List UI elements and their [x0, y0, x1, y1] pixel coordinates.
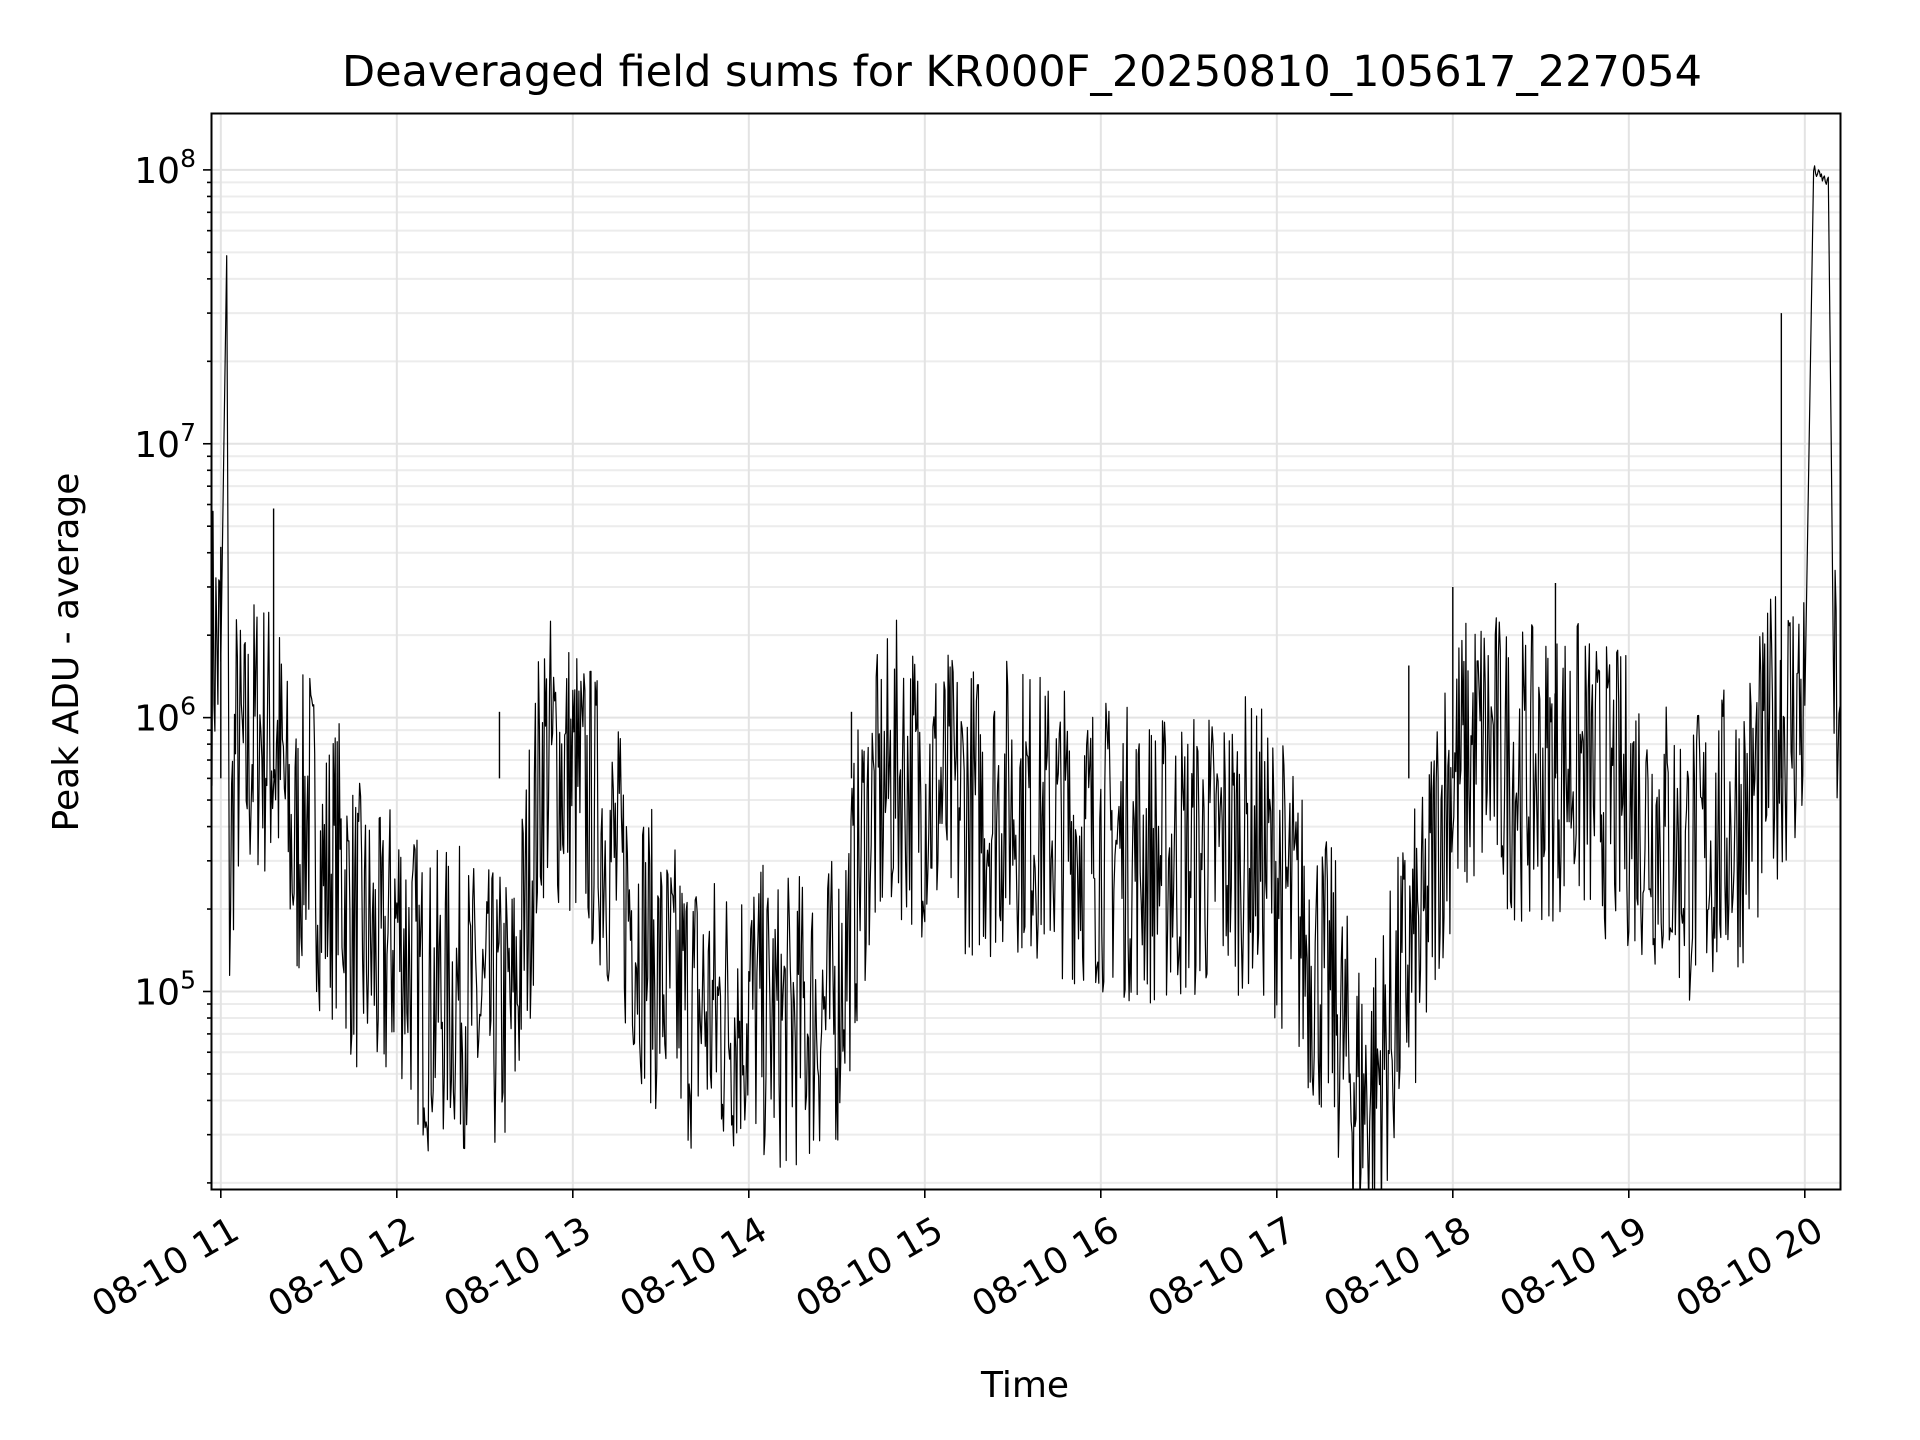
- x-axis-label: Time: [980, 1365, 1069, 1406]
- y-axis-label: Peak ADU - average: [46, 473, 87, 832]
- y-tick-label: 107: [134, 418, 196, 466]
- plot-frame: [210, 112, 1842, 1191]
- series-line: [212, 165, 1840, 1189]
- y-tick-label: 105: [134, 965, 196, 1013]
- series-layer: [212, 165, 1840, 1189]
- chart-title: Deaveraged field sums for KR000F_2025081…: [342, 47, 1702, 97]
- y-tick-label: 106: [134, 692, 196, 740]
- y-tick-label: 108: [134, 144, 196, 192]
